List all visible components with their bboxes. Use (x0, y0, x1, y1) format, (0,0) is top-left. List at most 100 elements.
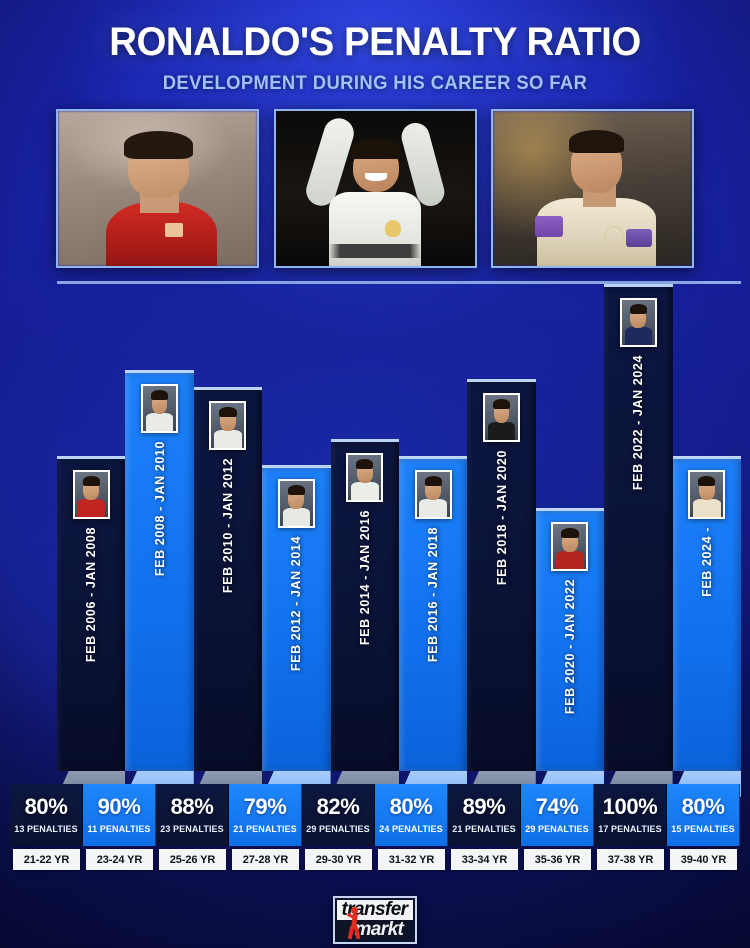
percentage-value: 74% (535, 794, 579, 819)
poster-header: RONALDO'S PENALTY RATIO DEVELOPMENT DURI… (0, 0, 750, 95)
bar-period-label: FEB 2012 - JAN 2014 (289, 536, 304, 672)
bar-column-21-22-yr[interactable]: FEB 2006 - JAN 2008 (57, 456, 126, 771)
bar: FEB 2006 - JAN 2008 (57, 456, 126, 771)
age-label-cell: 35-36 YR (521, 849, 594, 870)
bar-period-label: FEB 2006 - JAN 2008 (84, 527, 99, 663)
ronaldo-2012-thumb (277, 479, 315, 528)
penalty-count-label: 15 PENALTIES (671, 824, 735, 834)
ronaldo-2008-thumb (141, 384, 179, 433)
bar: FEB 2012 - JAN 2014 (262, 465, 331, 771)
page-subtitle: DEVELOPMENT DURING HIS CAREER SO FAR (162, 73, 588, 94)
bar-column-39-40-yr[interactable]: FEB 2024 - (672, 456, 741, 771)
value-box-37-38-yr[interactable]: 100% 17 PENALTIES (594, 784, 667, 846)
ronaldo-2024-thumb (688, 470, 726, 519)
bar: FEB 2016 - JAN 2018 (399, 456, 468, 771)
value-box-25-26-yr[interactable]: 88% 23 PENALTIES (156, 784, 229, 846)
young-ronaldo-manchester-united-photo (56, 109, 259, 268)
age-label-cell: 27-28 YR (229, 849, 302, 870)
bar: FEB 2024 - (672, 456, 741, 771)
bar-period-label: FEB 2020 - JAN 2022 (562, 579, 577, 715)
value-box-21-22-yr[interactable]: 80% 13 PENALTIES (10, 784, 83, 846)
bar: FEB 2022 - JAN 2024 (604, 284, 673, 771)
age-label-cell: 23-24 YR (83, 849, 156, 870)
transfermarkt-player-figure-icon (346, 907, 362, 940)
hero-photo-row (56, 109, 694, 268)
penalty-count-label: 21 PENALTIES (233, 824, 297, 834)
bar: FEB 2018 - JAN 2020 (467, 379, 536, 771)
bar-period-label: FEB 2022 - JAN 2024 (631, 355, 646, 491)
value-box-35-36-yr[interactable]: 74% 29 PENALTIES (521, 784, 594, 846)
penalty-count-label: 11 PENALTIES (87, 824, 151, 834)
bar-period-label: FEB 2014 - JAN 2016 (357, 510, 372, 646)
ronaldo-2014-thumb (346, 453, 384, 502)
value-box-29-30-yr[interactable]: 82% 29 PENALTIES (302, 784, 375, 846)
transfermarkt-logo[interactable]: transfer markt (332, 896, 418, 944)
age-label-cell: 39-40 YR (667, 849, 740, 870)
penalty-ratio-bar-chart: FEB 2006 - JAN 2008 FEB 2008 - JAN 2010 FE… (57, 284, 741, 771)
percentage-value: 100% (602, 794, 658, 819)
age-chip: 27-28 YR (232, 849, 299, 870)
percentage-value: 89% (462, 794, 506, 819)
age-chip: 23-24 YR (86, 849, 153, 870)
bar-column-35-36-yr[interactable]: FEB 2020 - JAN 2022 (535, 508, 605, 771)
percentage-value: 90% (97, 794, 141, 819)
percentage-value: 80% (681, 794, 725, 819)
penalty-count-label: 24 PENALTIES (379, 824, 443, 834)
value-box-row: 80% 13 PENALTIES 90% 11 PENALTIES 88% 23 PENA… (10, 784, 740, 846)
bar-column-27-28-yr[interactable]: FEB 2012 - JAN 2014 (262, 465, 331, 771)
penalty-count-label: 23 PENALTIES (160, 824, 224, 834)
ronaldo-2006-thumb (72, 470, 110, 519)
penalty-count-label: 29 PENALTIES (306, 824, 370, 834)
age-chip: 37-38 YR (597, 849, 664, 870)
penalty-count-label: 17 PENALTIES (598, 824, 662, 834)
age-label-cell: 25-26 YR (156, 849, 229, 870)
ronaldo-2018-thumb (483, 393, 521, 442)
percentage-value: 82% (316, 794, 360, 819)
percentage-value: 80% (24, 794, 68, 819)
age-chip: 21-22 YR (13, 849, 80, 870)
bar: FEB 2010 - JAN 2012 (193, 387, 263, 771)
age-chip: 33-34 YR (451, 849, 518, 870)
age-label-cell: 33-34 YR (448, 849, 521, 870)
ronaldo-2016-thumb (414, 470, 452, 519)
age-chip: 39-40 YR (670, 849, 737, 870)
age-label-cell: 37-38 YR (594, 849, 667, 870)
age-chip: 29-30 YR (305, 849, 372, 870)
bar-column-33-34-yr[interactable]: FEB 2018 - JAN 2020 (467, 379, 536, 771)
value-box-39-40-yr[interactable]: 80% 15 PENALTIES (667, 784, 740, 846)
bar-period-label: FEB 2018 - JAN 2020 (494, 450, 509, 586)
ronaldo-2020-thumb (551, 522, 589, 571)
penalty-count-label: 13 PENALTIES (14, 824, 78, 834)
age-label-cell: 29-30 YR (302, 849, 375, 870)
ronaldo-2022-thumb (619, 298, 657, 347)
age-chip: 31-32 YR (378, 849, 445, 870)
value-box-31-32-yr[interactable]: 80% 24 PENALTIES (375, 784, 448, 846)
chart-top-rule (57, 281, 741, 284)
ronaldo-real-madrid-celebration-photo (273, 109, 477, 268)
age-label-cell: 31-32 YR (375, 849, 448, 870)
bar-column-37-38-yr[interactable]: FEB 2022 - JAN 2024 (604, 284, 673, 771)
penalty-count-label: 29 PENALTIES (525, 824, 589, 834)
bar-column-31-32-yr[interactable]: FEB 2016 - JAN 2018 (399, 456, 468, 771)
poster-footer: transfer markt (0, 888, 750, 948)
age-chip: 35-36 YR (524, 849, 591, 870)
percentage-value: 80% (389, 794, 433, 819)
percentage-value: 79% (243, 794, 287, 819)
bar-column-25-26-yr[interactable]: FEB 2010 - JAN 2012 (193, 387, 263, 771)
age-chip: 25-26 YR (159, 849, 226, 870)
value-box-27-28-yr[interactable]: 79% 21 PENALTIES (229, 784, 302, 846)
ronaldo-2010-thumb (209, 401, 247, 450)
bar-period-label: FEB 2016 - JAN 2018 (426, 527, 441, 663)
bar-column-29-30-yr[interactable]: FEB 2014 - JAN 2016 (330, 439, 399, 771)
value-box-33-34-yr[interactable]: 89% 21 PENALTIES (448, 784, 521, 846)
bar: FEB 2014 - JAN 2016 (330, 439, 399, 771)
bar-column-23-24-yr[interactable]: FEB 2008 - JAN 2010 (125, 370, 194, 771)
bar: FEB 2008 - JAN 2010 (125, 370, 194, 771)
page-title: RONALDO'S PENALTY RATIO (109, 20, 641, 64)
bar-period-label: FEB 2010 - JAN 2012 (220, 458, 235, 594)
ronaldo-al-nassr-photo (491, 109, 694, 268)
age-label-row: 21-22 YR 23-24 YR 25-26 YR 27-28 YR 29-30 YR… (10, 849, 740, 870)
value-box-23-24-yr[interactable]: 90% 11 PENALTIES (83, 784, 156, 846)
bar-period-label: FEB 2008 - JAN 2010 (152, 441, 167, 577)
